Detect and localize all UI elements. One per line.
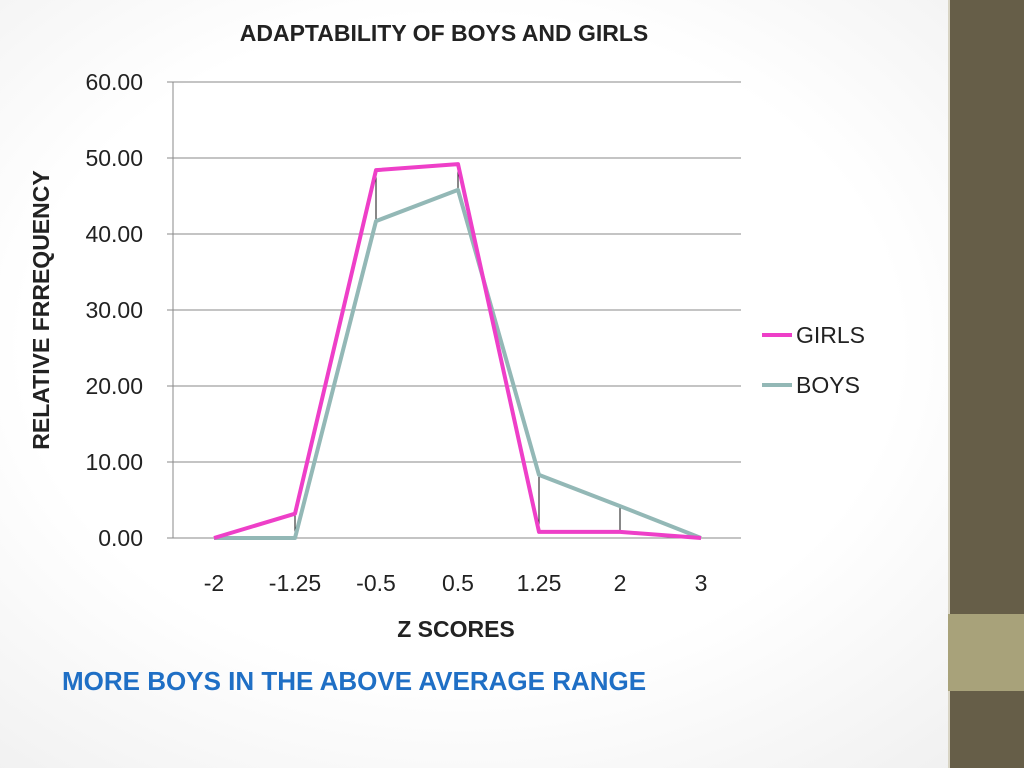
y-tick-label: 30.00 [85, 297, 143, 323]
slide-caption: MORE BOYS IN THE ABOVE AVERAGE RANGE [62, 666, 647, 696]
high-low-lines [294, 164, 621, 538]
x-tick-label: 3 [695, 570, 708, 596]
x-tick-label: 1.25 [517, 570, 562, 596]
x-tick-labels: -2 -1.25 -0.5 0.5 1.25 2 3 [204, 570, 708, 596]
y-tick-label: 40.00 [85, 221, 143, 247]
series-line-girls [213, 162, 702, 540]
series-line-boys [214, 187, 702, 540]
side-band [948, 0, 1024, 768]
series-lines [213, 162, 702, 540]
x-tick-label: 2 [614, 570, 627, 596]
x-tick-label: -1.25 [269, 570, 321, 596]
legend: GIRLS BOYS [762, 322, 865, 398]
y-tick-label: 20.00 [85, 373, 143, 399]
y-tick-label: 50.00 [85, 145, 143, 171]
legend-label-girls: GIRLS [796, 322, 865, 348]
x-tick-label: -2 [204, 570, 224, 596]
x-tick-label: -0.5 [356, 570, 396, 596]
legend-label-boys: BOYS [796, 372, 860, 398]
chart-title: ADAPTABILITY OF BOYS AND GIRLS [240, 20, 648, 46]
x-tick-label: 0.5 [442, 570, 474, 596]
y-axis-label: RELATIVE FRREQUENCY [28, 170, 54, 449]
y-tick-labels: 0.00 10.00 20.00 30.00 40.00 50.00 60.00 [85, 69, 143, 551]
side-band-divider [948, 0, 950, 768]
gridlines [167, 81, 741, 539]
y-tick-label: 10.00 [85, 449, 143, 475]
y-tick-label: 60.00 [85, 69, 143, 95]
side-band-accent [948, 614, 1024, 691]
x-axis-label: Z SCORES [397, 616, 515, 642]
y-tick-label: 0.00 [98, 525, 143, 551]
line-chart: ADAPTABILITY OF BOYS AND GIRLS 0.00 10.00… [28, 20, 865, 642]
